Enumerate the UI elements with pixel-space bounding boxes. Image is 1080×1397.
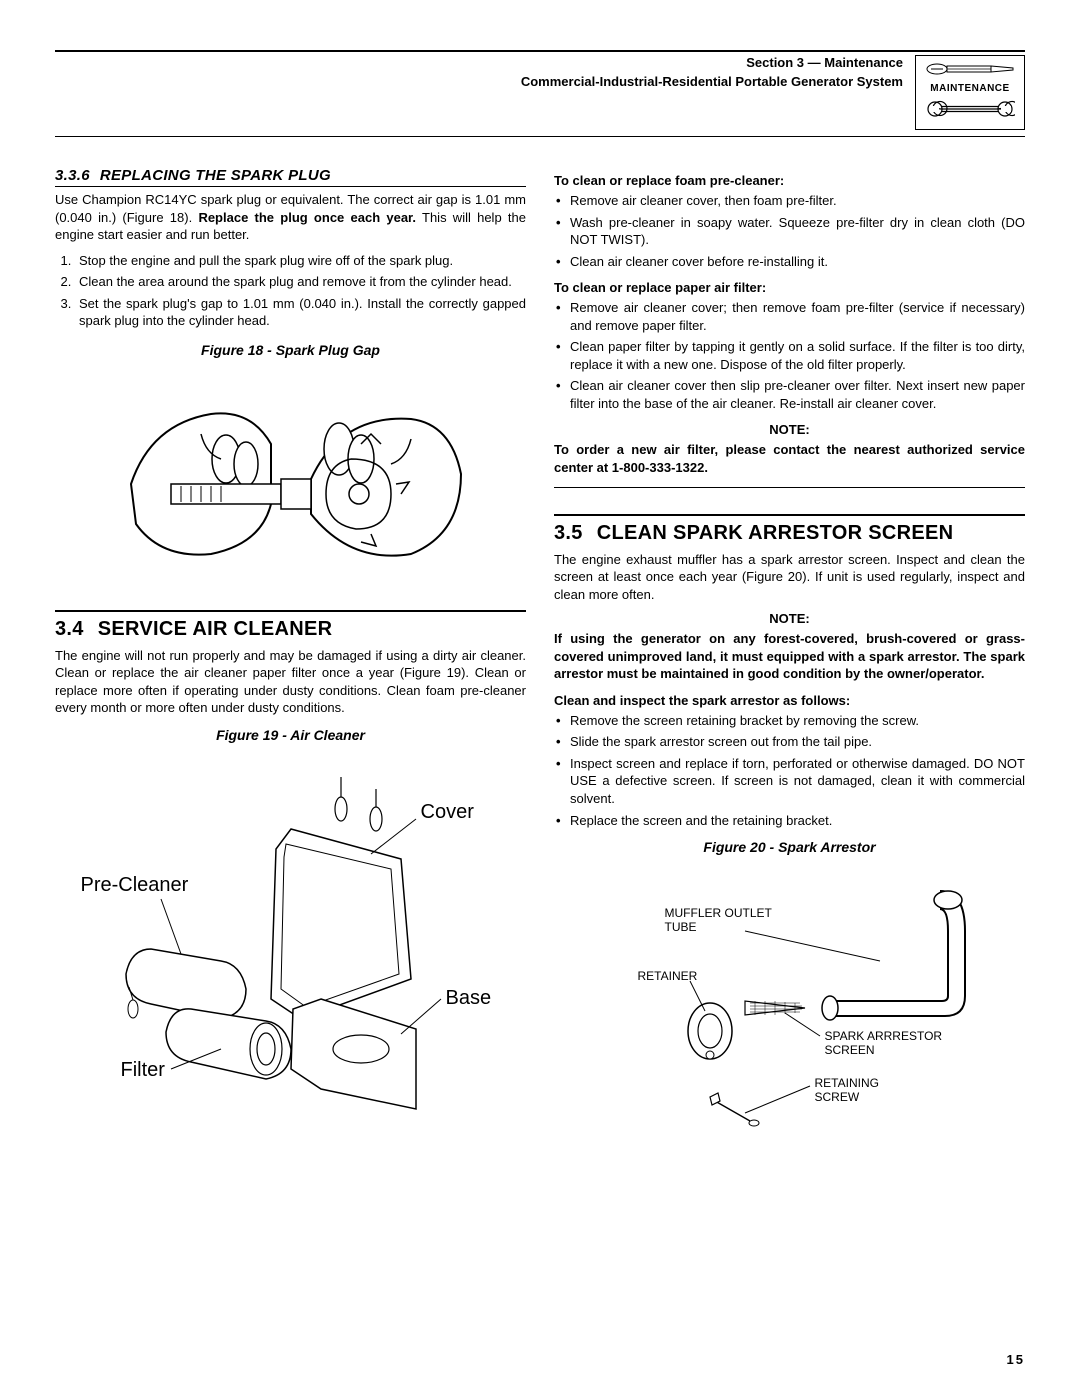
fig20-label-retainer: RETAINER (638, 969, 698, 983)
list-item: Replace the screen and the retaining bra… (554, 812, 1025, 830)
heading-3-5: 3.5 CLEAN SPARK ARRESTOR SCREEN (554, 514, 1025, 545)
figure-18-caption: Figure 18 - Spark Plug Gap (55, 342, 526, 358)
s34-intro: The engine will not run properly and may… (55, 647, 526, 717)
s35-list: Remove the screen retaining bracket by r… (554, 712, 1025, 829)
screwdriver-icon (925, 60, 1015, 78)
foam-list: Remove air cleaner cover, then foam pre-… (554, 192, 1025, 270)
paper-list: Remove air cleaner cover; then remove fo… (554, 299, 1025, 412)
list-item: Remove air cleaner cover, then foam pre-… (554, 192, 1025, 210)
fig20-label-screw: RETAINING SCREW (815, 1076, 895, 1104)
fig19-label-cover: Cover (421, 801, 474, 824)
list-item: Clean air cleaner cover then slip pre-cl… (554, 377, 1025, 412)
list-item: Clean air cleaner cover before re-instal… (554, 253, 1025, 271)
figure-20-caption: Figure 20 - Spark Arrestor (554, 839, 1025, 855)
fig19-label-precleaner: Pre-Cleaner (81, 874, 189, 897)
figure-19: Cover Pre-Cleaner Base Filter (55, 749, 526, 1129)
s35-intro: The engine exhaust muffler has a spark a… (554, 551, 1025, 604)
wrench-icon (925, 96, 1015, 122)
fig20-label-screen: SPARK ARRRESTOR SCREEN (825, 1029, 955, 1057)
maintenance-label: MAINTENANCE (924, 83, 1016, 94)
section-label: Section 3 — Maintenance (55, 55, 903, 70)
step-item: Stop the engine and pull the spark plug … (75, 252, 526, 270)
list-item: Slide the spark arrestor screen out from… (554, 733, 1025, 751)
heading-3-3-6: 3.3.6 REPLACING THE SPARK PLUG (55, 167, 526, 187)
maintenance-icon-box: MAINTENANCE (915, 55, 1025, 130)
page-header: Section 3 — Maintenance Commercial-Indus… (55, 55, 1025, 137)
figure-20: MUFFLER OUTLET TUBE RETAINER SPARK ARRRE… (554, 861, 1025, 1141)
figure-18 (55, 364, 526, 584)
list-item: Remove air cleaner cover; then remove fo… (554, 299, 1025, 334)
s336-intro: Use Champion RC14YC spark plug or equiva… (55, 191, 526, 244)
right-column: To clean or replace foam pre-cleaner: Re… (554, 167, 1025, 1151)
s35-proc-head: Clean and inspect the spark arrestor as … (554, 693, 1025, 708)
note2-label: NOTE: (554, 611, 1025, 626)
figure-19-caption: Figure 19 - Air Cleaner (55, 727, 526, 743)
header-subtitle: Commercial-Industrial-Residential Portab… (55, 74, 903, 89)
page-number: 15 (1007, 1352, 1025, 1367)
list-item: Wash pre-cleaner in soapy water. Squeeze… (554, 214, 1025, 249)
left-column: 3.3.6 REPLACING THE SPARK PLUG Use Champ… (55, 167, 526, 1151)
note2-body: If using the generator on any forest-cov… (554, 630, 1025, 683)
note1-body: To order a new air filter, please contac… (554, 441, 1025, 476)
fig19-label-base: Base (446, 987, 492, 1010)
fig19-label-filter: Filter (121, 1059, 165, 1082)
fig20-label-muffler: MUFFLER OUTLET TUBE (665, 906, 775, 934)
list-item: Clean paper filter by tapping it gently … (554, 338, 1025, 373)
foam-head: To clean or replace foam pre-cleaner: (554, 173, 1025, 188)
list-item: Inspect screen and replace if torn, perf… (554, 755, 1025, 808)
paper-head: To clean or replace paper air filter: (554, 280, 1025, 295)
heading-3-4: 3.4 SERVICE AIR CLEANER (55, 610, 526, 641)
note1-label: NOTE: (554, 422, 1025, 437)
step-item: Set the spark plug's gap to 1.01 mm (0.0… (75, 295, 526, 330)
s336-steps: Stop the engine and pull the spark plug … (55, 252, 526, 330)
step-item: Clean the area around the spark plug and… (75, 273, 526, 291)
list-item: Remove the screen retaining bracket by r… (554, 712, 1025, 730)
